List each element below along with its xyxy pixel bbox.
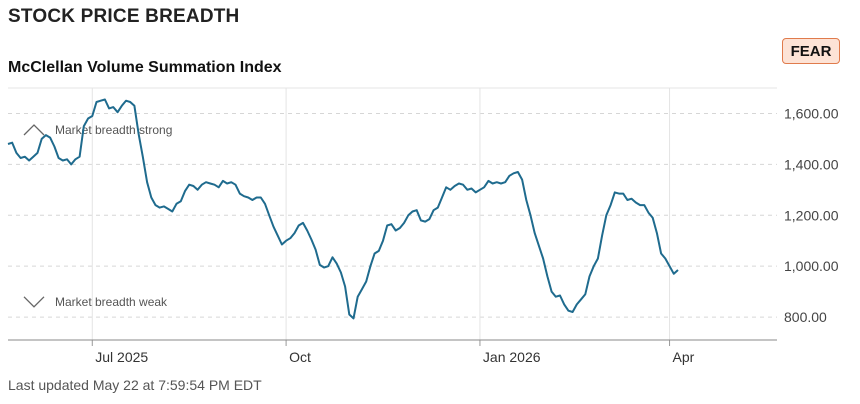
y-tick-label: 1,000.00 (784, 258, 839, 274)
chart-title: McClellan Volume Summation Index (8, 59, 282, 76)
y-tick-label: 1,400.00 (784, 156, 839, 172)
page-title: STOCK PRICE BREADTH (8, 6, 240, 27)
chevron-up-icon (23, 124, 45, 136)
series-line (7, 98, 679, 320)
last-updated-text: Last updated May 22 at 7:59:54 PM EDT (8, 377, 262, 393)
sentiment-badge: FEAR (782, 38, 840, 64)
y-tick-label: 1,600.00 (784, 105, 839, 121)
y-tick-label: 800.00 (784, 309, 827, 325)
x-tick-label: Jul 2025 (95, 349, 148, 365)
x-tick-label: Jan 2026 (483, 349, 541, 365)
x-tick-label: Apr (673, 349, 695, 365)
y-tick-label: 1,200.00 (784, 207, 839, 223)
x-tick-label: Oct (289, 349, 311, 365)
chevron-down-icon (23, 296, 45, 308)
annotation-weak-label: Market breadth weak (55, 295, 168, 309)
annotation-strong-label: Market breadth strong (55, 123, 172, 137)
